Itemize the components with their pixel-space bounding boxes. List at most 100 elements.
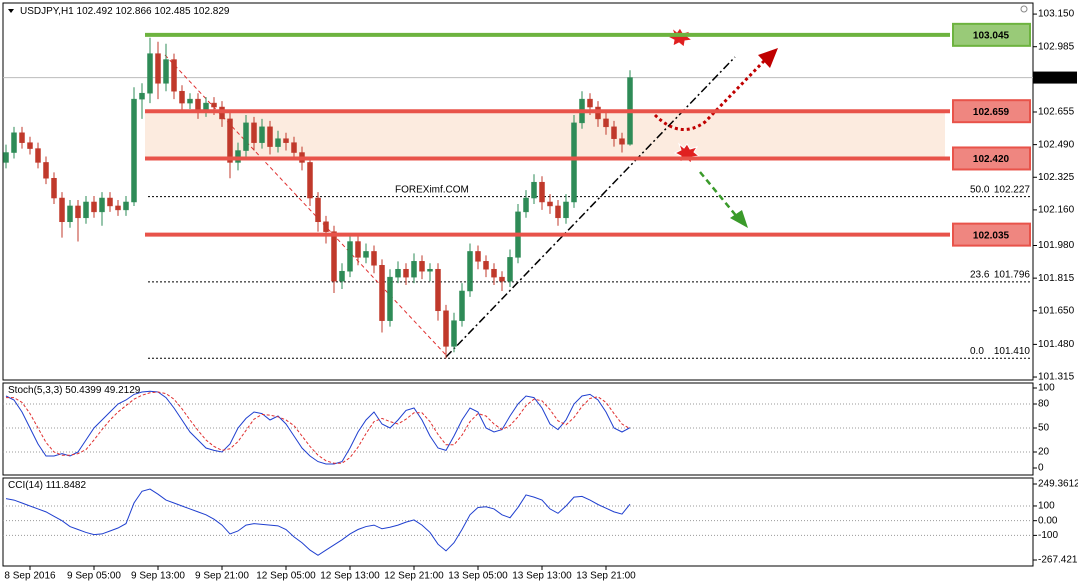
stoch-panel: [2, 382, 1034, 476]
candle-body: [3, 152, 9, 163]
y-tick-label: -267.4215: [1038, 555, 1078, 566]
candle-body: [587, 98, 593, 108]
watermark: FOREXimf.COM: [395, 185, 469, 196]
burst-icon: [666, 26, 694, 48]
x-tick-label: 12 Sep 05:00: [256, 571, 316, 582]
candle-body: [147, 53, 153, 94]
candle-body: [83, 201, 89, 219]
candle-body: [339, 270, 345, 282]
candle-body: [411, 261, 417, 278]
candle-body: [563, 201, 569, 219]
x-tick-label: 13 Sep 21:00: [576, 571, 636, 582]
indicator-value: 50.4399: [65, 385, 102, 396]
trend-line: [445, 56, 736, 358]
symbol: USDJPY,H1: [20, 6, 74, 17]
candle-body: [603, 118, 609, 128]
candle-body: [499, 276, 505, 282]
ohlc-value: 102.866: [115, 6, 152, 17]
y-tick-label: 249.3612: [1038, 479, 1078, 490]
y-tick-label: -100: [1038, 530, 1058, 541]
candle-body: [131, 98, 137, 203]
candle-body: [51, 177, 57, 199]
fib-value: 101.410: [994, 346, 1031, 357]
candle-body: [11, 132, 17, 153]
y-tick-label: 102.655: [1038, 107, 1075, 118]
candle-body: [539, 181, 545, 203]
level-box: [952, 146, 1031, 171]
y-tick-label: 103.150: [1038, 9, 1075, 20]
header: USDJPY,H1 102.492 102.866 102.485 102.82…: [20, 6, 230, 17]
candle-body: [459, 290, 465, 321]
level-label: 102.659: [973, 107, 1010, 118]
candle-body: [491, 268, 497, 278]
fib-value: 101.796: [994, 270, 1031, 281]
candle-body: [259, 126, 265, 143]
candle-body: [275, 138, 281, 147]
y-tick-label: 0: [1038, 463, 1044, 474]
candle-body: [419, 261, 425, 272]
candle-body: [67, 205, 73, 223]
indicator-name: Stoch(5,3,3): [8, 385, 62, 396]
candle-body: [331, 231, 337, 282]
chart-icon: [1020, 5, 1028, 13]
indicator-line: [5, 488, 631, 556]
candle-body: [387, 276, 393, 321]
candle-body: [139, 92, 145, 100]
y-tick-label: 101.815: [1038, 273, 1075, 284]
candle-body: [307, 162, 313, 199]
candle-body: [35, 148, 41, 163]
candle-body: [75, 205, 81, 219]
zone: [145, 111, 945, 159]
y-tick-label: 20: [1038, 447, 1050, 458]
x-tick-label: 13 Sep 05:00: [448, 571, 508, 582]
fib-level: 0.0: [970, 346, 984, 357]
ohlc-value: 102.492: [77, 6, 114, 17]
fib-level: 23.6: [970, 270, 990, 281]
candle-body: [107, 197, 113, 207]
candle-body: [59, 197, 65, 223]
cci-panel: [2, 477, 1034, 567]
level-label: 103.045: [973, 30, 1010, 41]
candle-body: [427, 268, 433, 272]
x-tick-label: 9 Sep 13:00: [131, 571, 185, 582]
x-tick-label: 13 Sep 13:00: [512, 571, 572, 582]
y-tick-label: 0.00: [1038, 515, 1058, 526]
candle-body: [379, 265, 385, 321]
y-tick-label: 80: [1038, 399, 1050, 410]
candle-body: [155, 53, 161, 84]
candle-body: [475, 251, 481, 262]
y-tick-label: 101.980: [1038, 240, 1075, 251]
candle-body: [547, 201, 553, 207]
y-tick-label: 102.490: [1038, 139, 1075, 150]
candle-body: [187, 98, 193, 104]
y-tick-label: 101.650: [1038, 305, 1075, 316]
level-box: [952, 222, 1031, 247]
price-label: 102.829: [1038, 72, 1075, 83]
candle-body: [211, 102, 217, 108]
candle-body: [227, 118, 233, 163]
fib-value: 102.227: [994, 184, 1031, 195]
candle-body: [619, 138, 625, 145]
candle-body: [171, 59, 177, 92]
indicator-name: CCI(14): [8, 480, 43, 491]
x-tick-label: 8 Sep 2016: [4, 571, 56, 582]
price-box: [1033, 71, 1077, 84]
y-tick-label: 50: [1038, 423, 1050, 434]
main-panel: [2, 2, 1034, 381]
y-tick-label: 102.160: [1038, 205, 1075, 216]
candle-body: [355, 241, 361, 258]
fib-swing-line: [164, 54, 447, 356]
level-label: 102.035: [973, 230, 1010, 241]
candle-body: [363, 251, 369, 258]
candle-body: [19, 132, 25, 143]
y-tick-label: 101.315: [1038, 372, 1075, 383]
candle-body: [123, 201, 129, 211]
up-arrow: [653, 58, 767, 131]
candle-body: [315, 197, 321, 223]
y-tick-label: 100: [1038, 383, 1055, 394]
candle-body: [507, 257, 513, 282]
candle-body: [483, 261, 489, 270]
ohlc-value: 102.829: [193, 6, 230, 17]
